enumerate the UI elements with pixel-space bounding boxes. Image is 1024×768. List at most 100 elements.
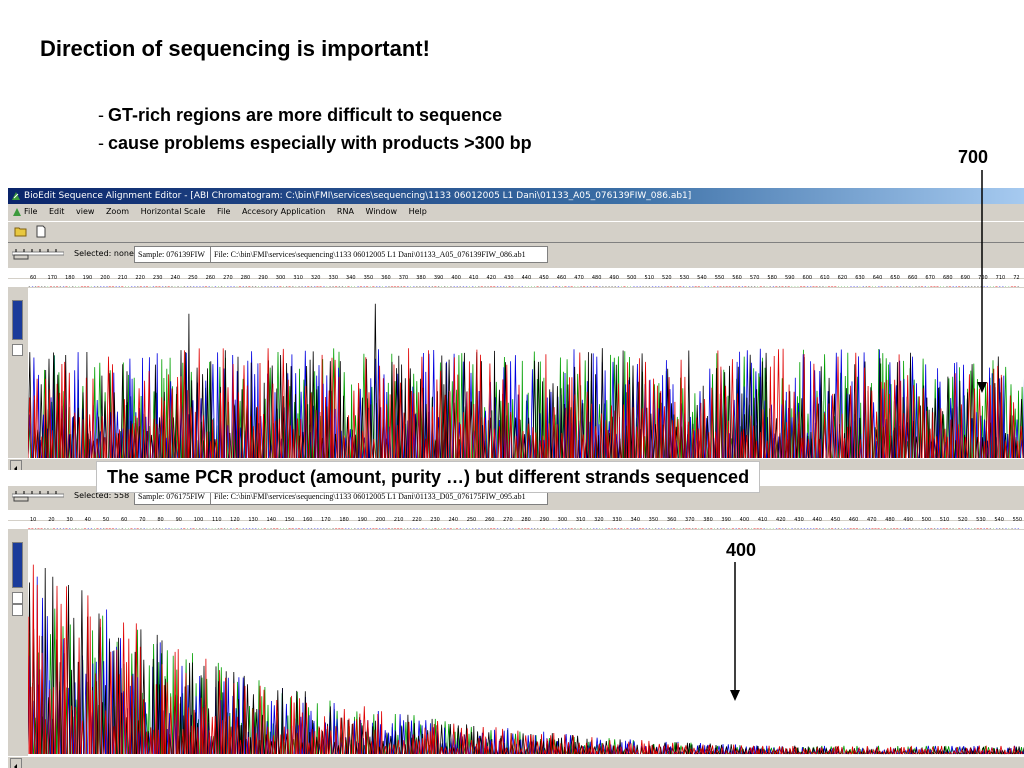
ruler-label: 550: [1013, 517, 1023, 523]
base-letter: C: [313, 528, 316, 529]
base-letter: A: [149, 528, 152, 529]
base-letter: G: [310, 286, 313, 287]
base-letter: G: [102, 528, 105, 529]
base-letter: T: [400, 528, 403, 529]
base-letter: G: [326, 528, 329, 529]
menu-file[interactable]: File: [24, 207, 38, 216]
new-document-icon[interactable]: [34, 225, 48, 238]
bioedit-menu-icon[interactable]: [12, 207, 22, 217]
base-letter: T: [930, 528, 933, 529]
base-letter: A: [447, 286, 450, 287]
base-letter: G: [422, 286, 425, 287]
ruler-label: 570: [750, 275, 760, 281]
base-letter: C: [313, 286, 316, 287]
base-letter: G: [614, 286, 617, 287]
base-letter: T: [543, 528, 546, 529]
base-letter: C: [741, 286, 744, 287]
menu-rna[interactable]: RNA: [336, 207, 354, 216]
menu-horizontal-scale[interactable]: Horizontal Scale: [140, 207, 206, 216]
base-letter: T: [335, 528, 338, 529]
zoom-slider[interactable]: [12, 489, 64, 502]
base-letter: T: [372, 528, 375, 529]
base-letter: T: [933, 286, 936, 287]
base-letter: A: [440, 528, 443, 529]
base-letter: T: [481, 286, 484, 287]
base-letter: T: [626, 528, 629, 529]
base-letter: C: [636, 286, 639, 287]
base-letter: G: [223, 528, 226, 529]
vertical-scale-box[interactable]: [12, 344, 23, 356]
base-letter: C: [964, 528, 967, 529]
base-letter: G: [977, 286, 980, 287]
base-letter: T: [394, 528, 397, 529]
menu-edit[interactable]: Edit: [48, 207, 65, 216]
base-letter: C: [617, 528, 620, 529]
base-letter: A: [1008, 528, 1011, 529]
base-letter: T: [738, 528, 741, 529]
chromatogram-traces: [27, 303, 1024, 459]
base-letter: G: [47, 528, 50, 529]
ruler-label: 610: [820, 275, 830, 281]
ruler-label: 70: [139, 517, 145, 523]
base-letter: G: [952, 528, 955, 529]
base-letter: T: [623, 286, 626, 287]
vertical-scale-thumb[interactable]: [12, 542, 23, 588]
menu-file-2[interactable]: File: [217, 207, 231, 216]
base-letter: G: [521, 528, 524, 529]
ruler-label: 690: [961, 275, 971, 281]
base-letter: C: [416, 528, 419, 529]
base-letter: A: [261, 528, 264, 529]
base-letter: T: [642, 528, 645, 529]
base-letter: G: [608, 286, 611, 287]
vertical-scale-thumb[interactable]: [12, 300, 23, 340]
ruler-label: 350: [649, 517, 659, 523]
ruler-label: 210: [394, 517, 404, 523]
base-letter: G: [425, 286, 428, 287]
base-letter: G: [536, 528, 539, 529]
menu-accessory-application[interactable]: Accesory Application: [241, 207, 326, 216]
info-bar: Selected: none Sample: 076139FIW File: C…: [8, 244, 1024, 264]
base-letter: C: [465, 286, 468, 287]
open-folder-icon[interactable]: [14, 225, 28, 238]
base-letter: C: [90, 528, 93, 529]
base-letter: C: [502, 286, 505, 287]
base-letter: G: [140, 528, 143, 529]
ruler-label: 250: [188, 275, 198, 281]
base-letter: G: [406, 528, 409, 529]
base-letter: T: [812, 286, 815, 287]
menu-window[interactable]: Window: [365, 207, 398, 216]
base-letter: C: [716, 286, 719, 287]
base-letter: C: [242, 286, 245, 287]
base-letter: G: [611, 528, 614, 529]
base-letter: G: [673, 286, 676, 287]
base-letter: A: [233, 528, 236, 529]
vertical-scale-box[interactable]: [12, 592, 23, 604]
menu-zoom[interactable]: Zoom: [105, 207, 130, 216]
base-letter: C: [130, 286, 133, 287]
base-letter: G: [40, 286, 43, 287]
base-letter: C: [967, 528, 970, 529]
base-letter: A: [527, 286, 530, 287]
scroll-left-button[interactable]: [10, 758, 22, 768]
base-letter: A: [766, 286, 769, 287]
base-letter: C: [512, 528, 515, 529]
menu-help[interactable]: Help: [408, 207, 427, 216]
base-call-sequence: GCGTGGATGTGCTAGAATTTACGCCCTTCCTAACCGTCTA…: [8, 279, 1024, 287]
horizontal-scrollbar[interactable]: [8, 756, 1024, 768]
base-letter: G: [642, 286, 645, 287]
base-letter: A: [772, 528, 775, 529]
menu-view[interactable]: view: [75, 207, 95, 216]
base-letter: G: [152, 528, 155, 529]
base-letter: G: [474, 528, 477, 529]
base-letter: A: [90, 286, 93, 287]
base-letter: C: [676, 286, 679, 287]
vertical-scale-box-2[interactable]: [12, 604, 23, 616]
ruler-label: 250: [467, 517, 477, 523]
base-letter: G: [747, 286, 750, 287]
base-letter: T: [946, 528, 949, 529]
base-letter: A: [685, 286, 688, 287]
scroll-left-button[interactable]: [10, 460, 22, 470]
ruler-label: 530: [976, 517, 986, 523]
base-letter: C: [205, 528, 208, 529]
zoom-slider[interactable]: [12, 247, 64, 260]
